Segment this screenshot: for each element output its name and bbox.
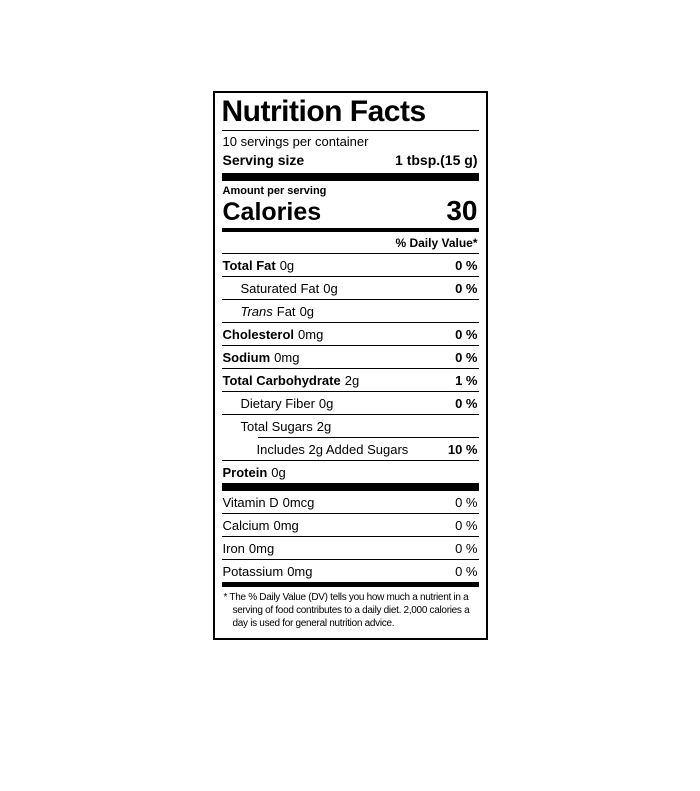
serving-size-row: Serving size 1 tbsp.(15 g) <box>222 150 479 173</box>
micronutrient-row-iron: Iron 0mg 0 % <box>221 537 479 560</box>
nutrient-row-cholesterol: Cholesterol 0mg 0 % <box>221 323 479 346</box>
micronutrient-row-vitamin-d: Vitamin D 0mcg 0 % <box>221 491 479 514</box>
nutrient-name: Iron <box>222 541 245 556</box>
daily-value-header: % Daily Value* <box>221 232 479 254</box>
nutrient-row-sodium: Sodium 0mg 0 % <box>221 346 479 369</box>
divider-indented <box>257 437 479 438</box>
nutrient-name: Total Carbohydrate <box>222 373 341 388</box>
nutrient-row-added-sugars: Includes 2g Added Sugars 10 % <box>221 438 479 461</box>
nutrient-percent: 10 % <box>447 442 478 457</box>
nutrient-amount: 0mg <box>274 350 300 365</box>
nutrient-percent: 0 % <box>455 281 478 296</box>
divider-medium <box>221 228 479 232</box>
micronutrient-row-calcium: Calcium 0mg 0 % <box>221 514 479 537</box>
nutrient-amount: 0g <box>279 258 295 273</box>
nutrient-amount: 0g <box>323 281 338 296</box>
calories-label: Calories <box>222 198 322 226</box>
nutrient-name: Sodium <box>222 350 271 365</box>
footnote: * The % Daily Value (DV) tells you how m… <box>223 592 470 630</box>
nutrient-amount: 0mg <box>287 564 313 579</box>
nutrient-amount: 0mg <box>248 541 275 556</box>
label-title: Nutrition Facts <box>221 95 479 131</box>
nutrient-row-total-sugars: Total Sugars 2g <box>222 415 479 437</box>
serving-size-label: Serving size <box>222 152 305 168</box>
nutrient-name: Protein <box>222 465 268 480</box>
divider-thick-top <box>221 173 479 181</box>
nutrition-facts-label: Nutrition Facts 10 servings per containe… <box>212 91 488 640</box>
nutrient-percent: 0 % <box>455 518 478 533</box>
micronutrient-row-potassium: Potassium 0mg 0 % <box>222 560 479 582</box>
servings-per-container: 10 servings per container <box>222 134 369 149</box>
nutrient-amount: 0mg <box>273 518 299 533</box>
nutrient-name: Total Sugars <box>240 419 313 434</box>
nutrient-row-saturated-fat: Saturated Fat 0g 0 % <box>221 277 479 300</box>
nutrient-name: Total Fat <box>222 258 276 273</box>
nutrient-percent: 0 % <box>455 564 478 579</box>
nutrient-name: Potassium <box>222 564 284 579</box>
nutrient-name: Includes 2g Added Sugars <box>256 442 409 457</box>
nutrient-amount: 2g <box>316 419 332 434</box>
nutrient-name: Cholesterol <box>222 327 295 342</box>
nutrient-name: Dietary Fiber <box>240 396 315 411</box>
nutrient-percent: 0 % <box>455 541 478 556</box>
nutrient-percent: 0 % <box>455 396 478 411</box>
nutrient-amount: 0g <box>299 304 315 319</box>
calories-value: 30 <box>446 195 478 226</box>
amount-per-serving: Amount per serving <box>222 185 327 197</box>
nutrient-row-total-fat: Total Fat 0g 0 % <box>221 254 479 277</box>
calories-row: Calories 30 <box>222 197 479 228</box>
nutrient-percent: 0 % <box>455 258 478 273</box>
nutrient-name: Fat <box>276 304 296 319</box>
nutrient-percent: 1 % <box>455 373 478 388</box>
serving-size-value: 1 tbsp.(15 g) <box>395 152 478 168</box>
nutrient-row-protein: Protein 0g <box>222 461 479 483</box>
divider-thick-bottom <box>221 483 479 491</box>
nutrient-amount: 0g <box>271 465 286 480</box>
nutrient-row-total-carbohydrate: Total Carbohydrate 2g 1 % <box>221 369 479 392</box>
nutrient-percent: 0 % <box>455 495 478 510</box>
nutrient-amount: 0mcg <box>282 495 315 510</box>
nutrient-percent: 0 % <box>455 350 478 365</box>
nutrient-name-italic: Trans <box>240 304 273 319</box>
nutrient-name: Saturated Fat <box>240 281 320 296</box>
nutrient-row-dietary-fiber: Dietary Fiber 0g 0 % <box>221 392 479 415</box>
nutrient-percent: 0 % <box>455 327 478 342</box>
nutrient-row-trans-fat: Trans Fat 0g <box>221 300 479 323</box>
nutrient-amount: 2g <box>344 373 360 388</box>
nutrient-name: Vitamin D <box>222 495 279 510</box>
divider-footnote <box>221 582 479 587</box>
nutrient-name: Calcium <box>222 518 270 533</box>
nutrient-amount: 0g <box>318 396 334 411</box>
nutrient-amount: 0mg <box>298 327 324 342</box>
